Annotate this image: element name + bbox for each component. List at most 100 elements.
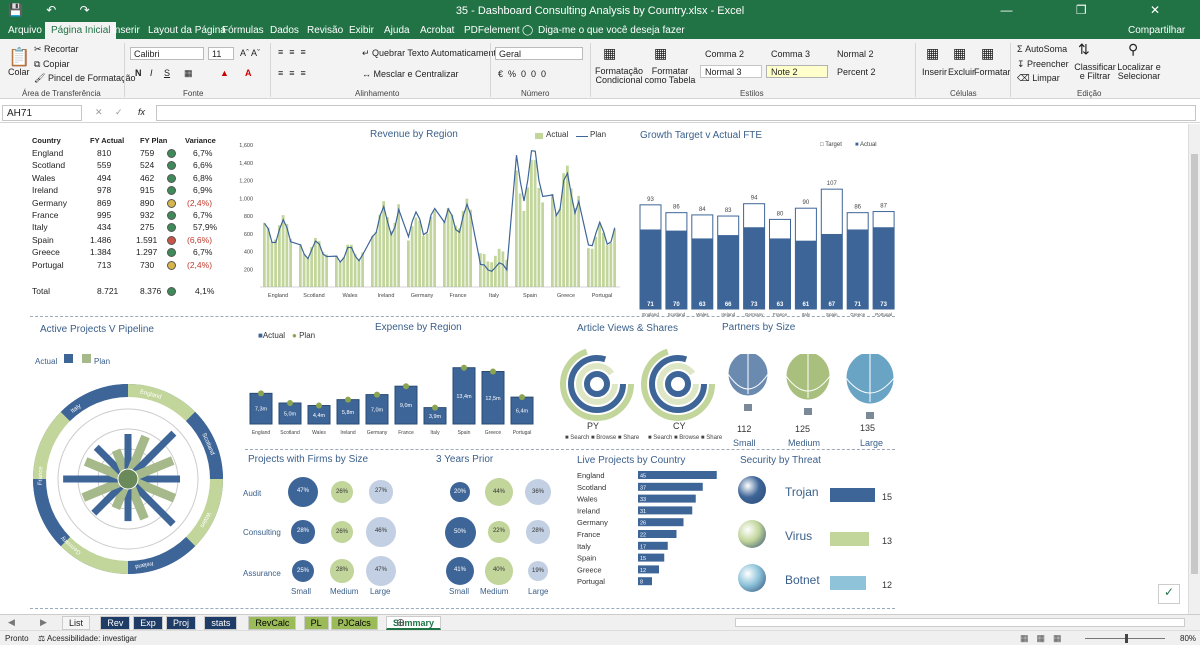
tab-acrobat[interactable]: Acrobat <box>420 25 455 36</box>
status-indicator <box>167 173 176 183</box>
sheet-tab-stats[interactable]: stats <box>204 616 238 630</box>
paste-button[interactable]: Colar <box>8 67 30 77</box>
style-note-2[interactable]: Note 2 <box>766 65 828 78</box>
conditional-format-icon[interactable]: ▦ <box>603 45 617 61</box>
delete-cells-button[interactable]: Excluir <box>948 67 976 77</box>
quick-access-icons[interactable]: 💾 ↶ ↷ <box>8 3 100 17</box>
fill-button[interactable]: ↧ Preencher <box>1017 59 1069 69</box>
add-sheet-icon[interactable]: ⊕ <box>396 617 406 629</box>
window-controls[interactable]: — ❐ ✕ <box>1000 3 1190 17</box>
clear-button[interactable]: ⌫ Limpar <box>1017 73 1060 83</box>
font-color-icon[interactable]: A <box>245 68 252 78</box>
tab-pdfelement[interactable]: PDFelement <box>464 25 520 36</box>
merge-center-button[interactable]: ↔ Mesclar e Centralizar <box>362 69 459 79</box>
bold-button[interactable]: N <box>135 68 142 78</box>
tab-view[interactable]: Exibir <box>349 25 375 36</box>
sort-filter-button[interactable]: Classificar e Filtrar <box>1074 62 1116 81</box>
accessibility-status[interactable]: ⚖ Acessibilidade: investigar <box>38 634 137 643</box>
sheet-tab-rev[interactable]: Rev <box>100 616 131 630</box>
align-left-icons[interactable]: ≡≡≡ <box>278 68 312 78</box>
borders-icon[interactable]: ▦ <box>184 68 193 78</box>
confirm-icon[interactable]: ✓ <box>115 107 123 117</box>
live-bar <box>638 506 693 515</box>
tab-help[interactable]: Ajuda <box>384 25 410 36</box>
number-format-icons[interactable]: €%000 <box>498 69 552 79</box>
partner-value: 125 <box>795 424 811 434</box>
sheet-tab-pl[interactable]: PL <box>303 616 329 630</box>
sheet-tab-list[interactable]: List <box>62 616 91 630</box>
number-format-select[interactable]: Geral <box>495 47 583 60</box>
cut-button[interactable]: ✂ Recortar <box>34 44 79 54</box>
tab-page-layout[interactable]: Layout da Página <box>148 25 226 36</box>
insert-cells-button[interactable]: Inserir <box>922 67 948 77</box>
sort-filter-icon[interactable]: ⇅ <box>1078 41 1090 57</box>
fill-color-icon[interactable]: ▲ <box>220 68 229 78</box>
italic-button[interactable]: I <box>150 68 153 78</box>
live-value-label: 8 <box>640 580 643 586</box>
vertical-scrollbar[interactable] <box>1188 124 1200 614</box>
revenue-bar <box>371 235 374 287</box>
tab-formulas[interactable]: Fórmulas <box>222 25 264 36</box>
format-cells-button[interactable]: Formatar <box>974 67 1011 77</box>
find-icon[interactable]: ⚲ <box>1128 41 1139 57</box>
function-icon[interactable]: fx <box>138 107 146 117</box>
tell-me-search[interactable]: Diga-me o que você deseja fazer <box>538 25 685 36</box>
tab-review[interactable]: Revisão <box>307 25 344 36</box>
status-indicator <box>167 223 176 233</box>
autosum-button[interactable]: Σ AutoSoma <box>1017 44 1068 54</box>
style-percent-2[interactable]: Percent 2 <box>832 65 894 78</box>
sheet-tab-pjcalcs[interactable]: PJCalcs <box>330 616 378 630</box>
view-mode-icons[interactable]: ▦▦▦ <box>1020 633 1070 643</box>
delete-cells-icon[interactable]: ▦ <box>953 45 967 61</box>
checkmark-icon[interactable]: ✓ <box>1158 584 1180 604</box>
cancel-icon[interactable]: ✕ <box>95 107 103 117</box>
live-value-label: 31 <box>640 509 646 515</box>
tab-home[interactable]: Página Inicial <box>45 22 117 39</box>
format-cells-icon[interactable]: ▦ <box>981 45 995 61</box>
font-size-select[interactable]: 11 <box>208 47 234 60</box>
style-comma-2[interactable]: Comma 2 <box>700 47 762 60</box>
country-label: France <box>577 530 600 539</box>
font-name-select[interactable]: Calibri <box>130 47 204 60</box>
tab-file[interactable]: Arquivo <box>8 25 42 36</box>
zoom-slider-handle[interactable] <box>1125 634 1128 643</box>
wrap-text-button[interactable]: ↵ Quebrar Texto Automaticamente <box>362 48 501 58</box>
font-grow-icon[interactable]: Aˆ Aˇ <box>240 48 261 58</box>
scrollbar-thumb[interactable] <box>1191 154 1198 574</box>
underline-button[interactable]: S <box>164 68 171 78</box>
sheet-tab-exp[interactable]: Exp <box>133 616 163 630</box>
conditional-format-button[interactable]: Formatação Condicional <box>594 66 644 85</box>
horizontal-scrollbar[interactable] <box>735 618 1185 627</box>
revenue-bar <box>530 159 533 287</box>
revenue-bar <box>270 241 274 287</box>
formula-input[interactable] <box>156 105 1196 121</box>
revenue-bar <box>497 248 501 287</box>
tab-data[interactable]: Dados <box>270 25 299 36</box>
copy-button[interactable]: ⧉ Copiar <box>34 59 70 69</box>
firms-row-label: Audit <box>243 489 262 498</box>
sheet-tab-revcalc[interactable]: RevCalc <box>248 616 297 630</box>
paste-icon[interactable]: 📋 <box>8 47 31 67</box>
legend-actual: Actual <box>546 130 569 139</box>
align-top-icons[interactable]: ≡≡≡ <box>278 47 312 57</box>
ribbon-separator <box>915 43 916 97</box>
format-table-icon[interactable]: ▦ <box>654 45 668 61</box>
revenue-bar <box>537 187 541 287</box>
style-normal-2[interactable]: Normal 2 <box>832 47 894 60</box>
scroll-tabs-left-icon[interactable]: ◀ <box>8 617 15 627</box>
format-painter-button[interactable]: 🖌 Pincel de Formatação <box>34 73 136 83</box>
tab-insert[interactable]: Inserir <box>112 25 140 36</box>
sheet-tab-proj[interactable]: Proj <box>166 616 197 630</box>
style-normal-3[interactable]: Normal 3 <box>700 65 762 78</box>
expense-value-label: 12,5m <box>485 396 501 402</box>
share-button[interactable]: Compartilhar <box>1128 25 1186 36</box>
revenue-bar <box>490 262 493 287</box>
find-select-button[interactable]: Localizar e Selecionar <box>1117 62 1161 81</box>
plan-marker <box>287 400 293 406</box>
name-box[interactable]: AH71 <box>2 105 82 121</box>
style-comma-3[interactable]: Comma 3 <box>766 47 828 60</box>
insert-cells-icon[interactable]: ▦ <box>926 45 940 61</box>
sheet-tab-summary[interactable]: Summary <box>386 616 442 630</box>
scroll-tabs-right-icon[interactable]: ▶ <box>40 617 47 627</box>
format-table-button[interactable]: Formatar como Tabela <box>644 66 696 85</box>
